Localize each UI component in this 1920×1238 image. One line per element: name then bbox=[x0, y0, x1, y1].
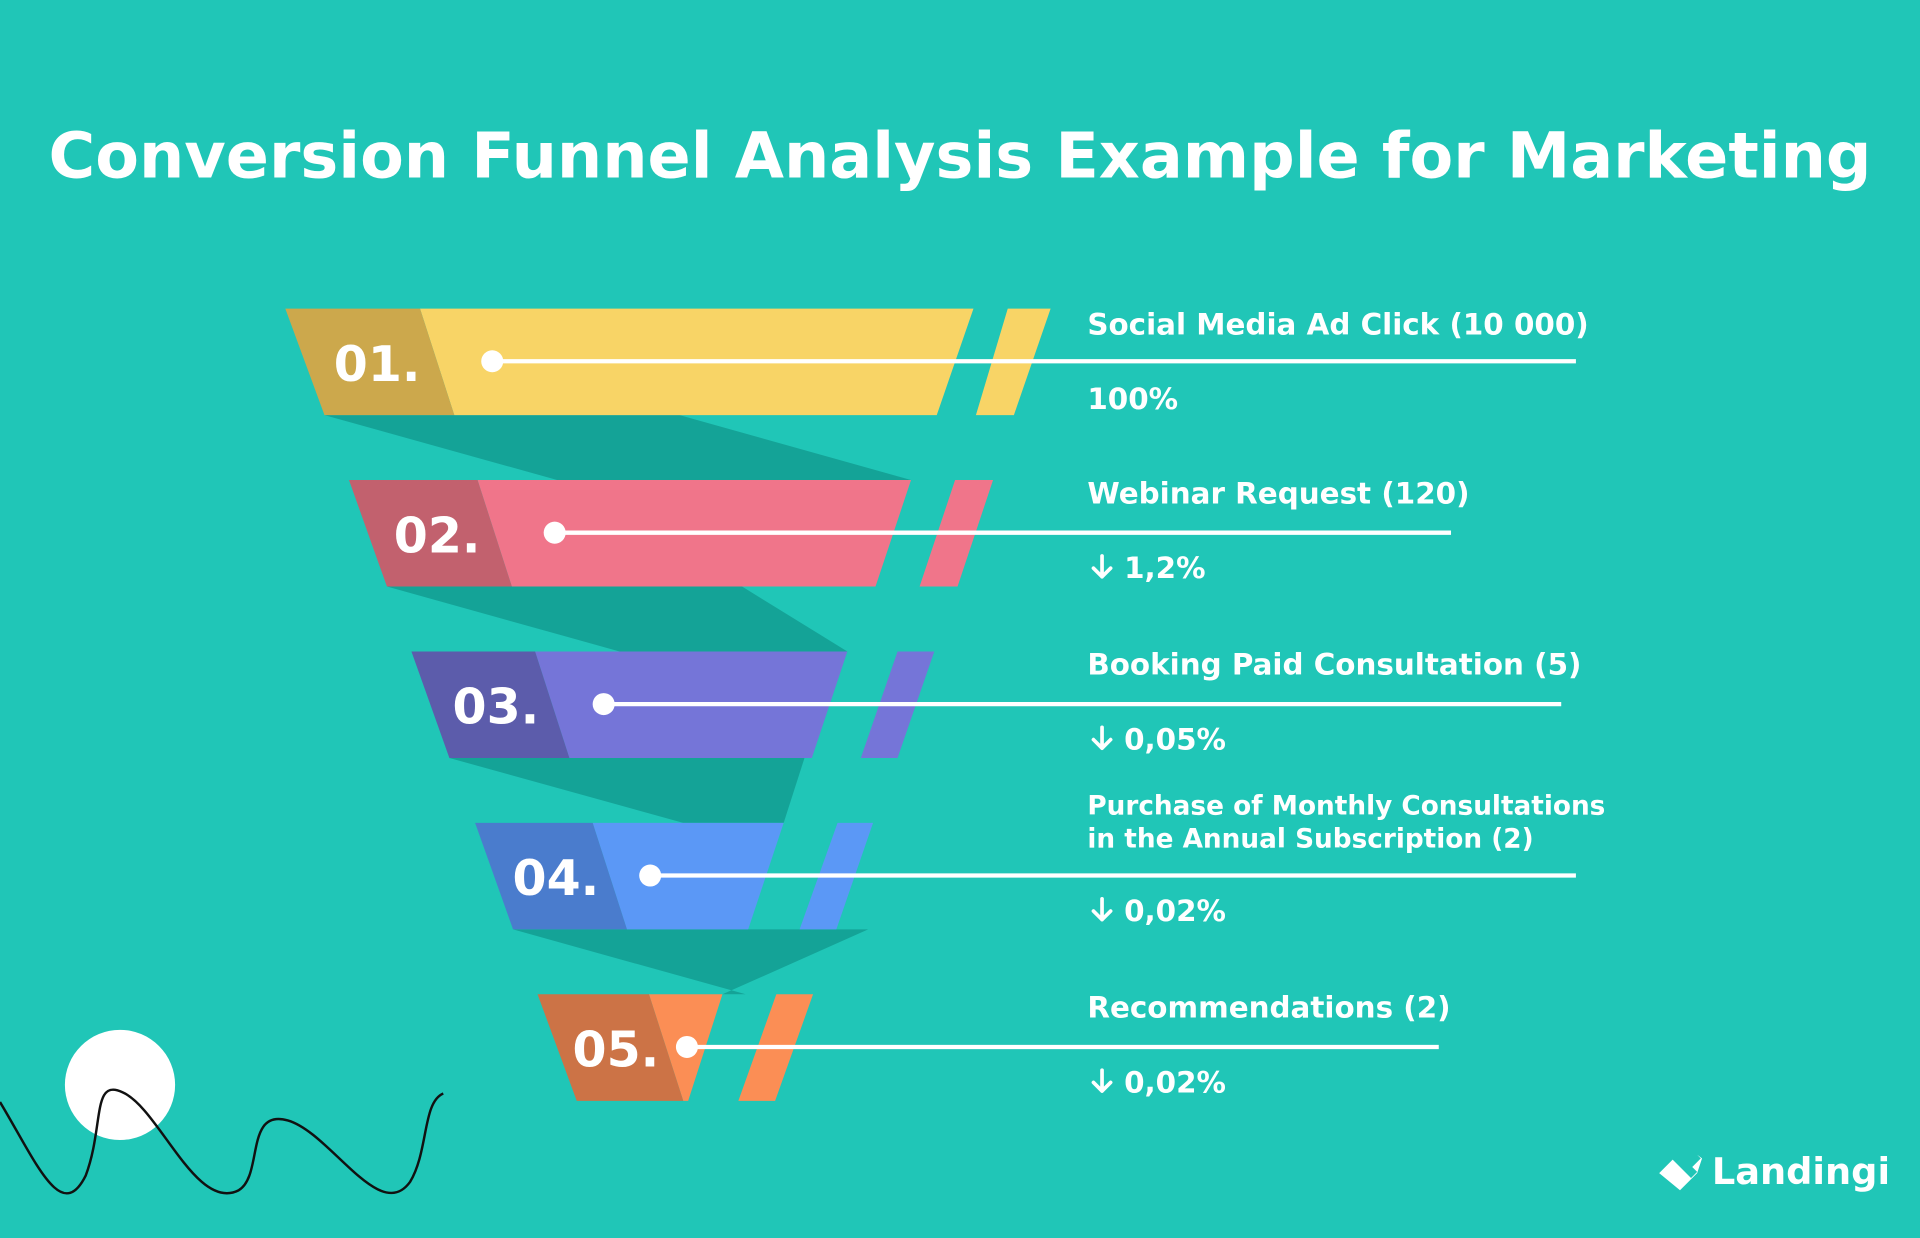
decorative-circle bbox=[64, 1029, 176, 1141]
stage-percent: 0,02% bbox=[1124, 1065, 1226, 1099]
funnel-shadow bbox=[449, 757, 805, 823]
stage-label-line2: in the Annual Subscription (2) bbox=[1087, 824, 1533, 854]
arrow-down-icon bbox=[1091, 1068, 1113, 1093]
stage-number-block bbox=[348, 480, 512, 587]
stage-percent: 0,02% bbox=[1124, 894, 1226, 928]
funnel-shadow bbox=[324, 415, 912, 481]
connector-dot bbox=[481, 350, 504, 373]
stage-number-block bbox=[285, 308, 455, 416]
arrow-down-icon bbox=[1091, 725, 1113, 751]
decorative-wave bbox=[0, 1088, 444, 1195]
stage-label: Webinar Request (120) bbox=[1087, 476, 1469, 510]
funnel-shadow bbox=[386, 586, 848, 652]
connector-dot bbox=[543, 521, 566, 544]
funnel-stage-1: 01. Social Media Ad Click (10 000) 100% bbox=[285, 307, 1589, 416]
arrow-down-icon bbox=[1091, 554, 1113, 579]
stage-label: Social Media Ad Click (10 000) bbox=[1087, 307, 1588, 341]
arrow-down-icon bbox=[1091, 896, 1113, 922]
stage-label: Booking Paid Consultation (5) bbox=[1087, 648, 1581, 682]
funnel: 01. Social Media Ad Click (10 000) 100% 02.… bbox=[285, 307, 1605, 1101]
stage-number: 04. bbox=[513, 850, 600, 907]
brand-name: Landingi bbox=[1712, 1150, 1890, 1193]
stage-label-line1: Purchase of Monthly Consultations bbox=[1087, 791, 1605, 821]
stage-label: Recommendations (2) bbox=[1087, 991, 1450, 1025]
stage-number: 01. bbox=[334, 336, 421, 393]
stage-number-block bbox=[537, 994, 684, 1101]
page-title: Conversion Funnel Analysis Example for M… bbox=[49, 120, 1872, 194]
stage-number-block bbox=[411, 651, 570, 758]
landingi-logo: Landingi bbox=[1659, 1150, 1890, 1193]
stage-percent: 1,2% bbox=[1124, 551, 1205, 585]
funnel-stage-3: 03. Booking Paid Consultation (5) 0,05% bbox=[411, 648, 1581, 758]
connector-dot bbox=[675, 1035, 698, 1058]
stage-number: 03. bbox=[453, 679, 540, 736]
connector-dot bbox=[592, 693, 615, 716]
stage-number: 05. bbox=[573, 1022, 660, 1079]
stage-percent: 0,05% bbox=[1124, 722, 1226, 756]
connector-dot bbox=[639, 864, 662, 887]
funnel-stage-2: 02. Webinar Request (120) 1,2% bbox=[348, 476, 1470, 587]
funnel-shadow bbox=[513, 929, 869, 995]
stage-number-block bbox=[475, 822, 627, 930]
stage-percent: 100% bbox=[1087, 382, 1178, 416]
landingi-logo-icon bbox=[1659, 1154, 1703, 1191]
stage-number: 02. bbox=[394, 507, 481, 564]
funnel-stage-5: 05. Recommendations (2) 0,02% bbox=[537, 991, 1451, 1101]
